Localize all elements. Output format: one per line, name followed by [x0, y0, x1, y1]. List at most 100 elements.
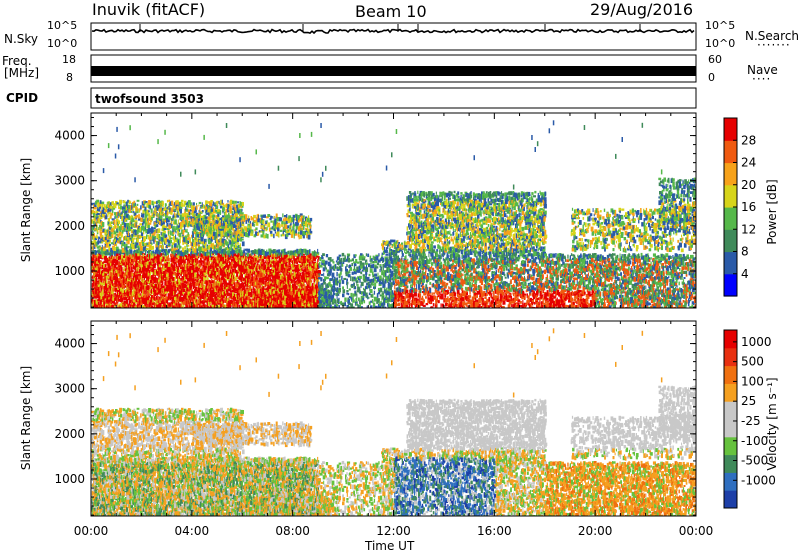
power-cell [105, 260, 108, 264]
power-cell [186, 297, 188, 303]
power-cell [159, 249, 162, 253]
power-cell [277, 284, 279, 289]
power-cell [129, 253, 132, 258]
power-cell [133, 200, 136, 203]
power-cell [127, 283, 129, 287]
power-cell [99, 251, 101, 254]
power-cell [314, 256, 317, 259]
power-cell [115, 214, 117, 218]
power-cell [226, 298, 230, 303]
power-cell [109, 221, 112, 227]
power-cell [186, 276, 190, 282]
power-cell [121, 213, 123, 218]
power-cell [98, 264, 101, 268]
power-cell [295, 273, 298, 278]
power-cell [129, 226, 132, 232]
power-cell [184, 215, 188, 221]
power-cell [93, 271, 95, 277]
power-cell [277, 271, 279, 277]
power-cell [207, 255, 210, 258]
power-cell [143, 213, 145, 217]
power-cell [305, 265, 307, 269]
power-cell [142, 209, 145, 215]
power-cell [149, 254, 151, 258]
power-cell [288, 280, 290, 285]
power-cell [127, 209, 129, 213]
power-cell [278, 252, 281, 256]
power-cell [97, 249, 101, 253]
power-cell [221, 275, 224, 280]
power-cell [131, 242, 135, 247]
power-cell [179, 222, 182, 227]
power-cell [101, 292, 105, 295]
power-cell [171, 200, 174, 206]
power-cell [218, 269, 222, 274]
power-cell [116, 225, 120, 228]
power-cell [246, 281, 250, 287]
power-cell [98, 227, 100, 230]
power-cell [245, 292, 248, 298]
power-cell [142, 266, 145, 271]
power-cell [177, 265, 179, 270]
power-cell [158, 204, 161, 209]
power-cell [224, 304, 228, 308]
power-cell [204, 291, 208, 296]
power-cell [118, 206, 122, 209]
power-cell [160, 231, 162, 236]
power-cell [223, 306, 225, 308]
power-cell [128, 264, 131, 270]
power-cell [242, 250, 246, 256]
power-cell [177, 245, 179, 248]
power-cell [222, 273, 225, 278]
power-cell [202, 266, 204, 272]
power-cell [135, 256, 139, 260]
power-cell [264, 276, 266, 280]
power-cell [160, 233, 164, 237]
power-cell [159, 215, 163, 220]
power-cell [103, 260, 106, 264]
power-cell [214, 268, 217, 271]
power-cell [140, 270, 142, 274]
power-cell [144, 243, 148, 247]
power-cell [144, 298, 147, 303]
power-cell [126, 230, 128, 235]
power-cell [200, 283, 202, 288]
power-cell [234, 250, 237, 253]
power-cell [179, 201, 183, 206]
power-cell [174, 228, 177, 233]
power-cell [268, 258, 271, 263]
power-cell [290, 284, 292, 290]
power-cell [190, 252, 192, 256]
power-cell [203, 273, 206, 277]
power-cell [196, 303, 199, 308]
power-cell [303, 282, 305, 286]
power-cell [269, 263, 272, 268]
power-cell [163, 218, 167, 221]
power-cell [158, 264, 161, 268]
power-cell [199, 262, 201, 268]
power-cell [160, 253, 164, 256]
power-cell [178, 240, 180, 245]
power-cell [159, 283, 162, 288]
power-cell [133, 237, 136, 240]
power-cell [242, 295, 244, 301]
power-cell [176, 223, 178, 228]
power-cell [153, 214, 156, 218]
power-cell [254, 249, 257, 254]
power-cell [128, 200, 131, 205]
power-cell [177, 225, 180, 228]
power-cell [247, 273, 250, 278]
power-cell [243, 285, 246, 288]
power-cell [312, 269, 316, 273]
power-cell [133, 279, 136, 285]
power-cell [191, 242, 195, 247]
power-cell [120, 213, 122, 217]
power-cell [258, 249, 262, 255]
power-cell [225, 258, 227, 262]
power-cell [116, 284, 120, 288]
power-cell [229, 285, 233, 289]
power-cell [304, 264, 306, 269]
power-cell [192, 213, 194, 217]
power-cell [177, 272, 179, 276]
power-cell [304, 284, 306, 290]
